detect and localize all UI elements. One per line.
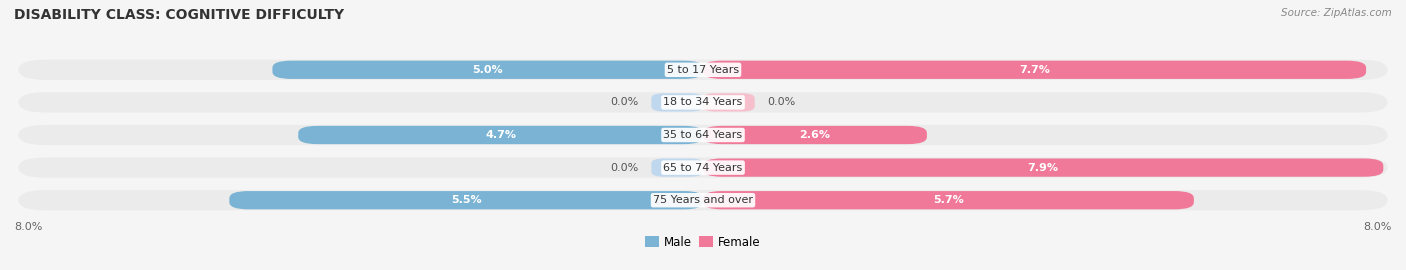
Text: 35 to 64 Years: 35 to 64 Years	[664, 130, 742, 140]
FancyBboxPatch shape	[703, 158, 1384, 177]
FancyBboxPatch shape	[18, 125, 1388, 145]
Text: 4.7%: 4.7%	[485, 130, 516, 140]
FancyBboxPatch shape	[273, 61, 703, 79]
FancyBboxPatch shape	[18, 60, 1388, 80]
Text: 2.6%: 2.6%	[800, 130, 831, 140]
FancyBboxPatch shape	[229, 191, 703, 209]
Text: 5 to 17 Years: 5 to 17 Years	[666, 65, 740, 75]
Text: 7.9%: 7.9%	[1028, 163, 1059, 173]
FancyBboxPatch shape	[18, 92, 1388, 113]
FancyBboxPatch shape	[703, 61, 1367, 79]
Text: 75 Years and over: 75 Years and over	[652, 195, 754, 205]
Text: 5.7%: 5.7%	[934, 195, 963, 205]
Text: 65 to 74 Years: 65 to 74 Years	[664, 163, 742, 173]
Text: 8.0%: 8.0%	[1364, 222, 1392, 232]
FancyBboxPatch shape	[703, 93, 755, 112]
FancyBboxPatch shape	[703, 126, 927, 144]
FancyBboxPatch shape	[651, 158, 703, 177]
Text: 8.0%: 8.0%	[14, 222, 42, 232]
FancyBboxPatch shape	[703, 191, 1194, 209]
Text: Source: ZipAtlas.com: Source: ZipAtlas.com	[1281, 8, 1392, 18]
FancyBboxPatch shape	[298, 126, 703, 144]
Text: DISABILITY CLASS: COGNITIVE DIFFICULTY: DISABILITY CLASS: COGNITIVE DIFFICULTY	[14, 8, 344, 22]
FancyBboxPatch shape	[18, 190, 1388, 210]
FancyBboxPatch shape	[18, 157, 1388, 178]
Text: 5.0%: 5.0%	[472, 65, 503, 75]
Text: 18 to 34 Years: 18 to 34 Years	[664, 97, 742, 107]
Text: 7.7%: 7.7%	[1019, 65, 1050, 75]
FancyBboxPatch shape	[651, 93, 703, 112]
Text: 0.0%: 0.0%	[610, 163, 638, 173]
Text: 0.0%: 0.0%	[768, 97, 796, 107]
Text: 5.5%: 5.5%	[451, 195, 481, 205]
Text: 0.0%: 0.0%	[610, 97, 638, 107]
Legend: Male, Female: Male, Female	[641, 231, 765, 254]
